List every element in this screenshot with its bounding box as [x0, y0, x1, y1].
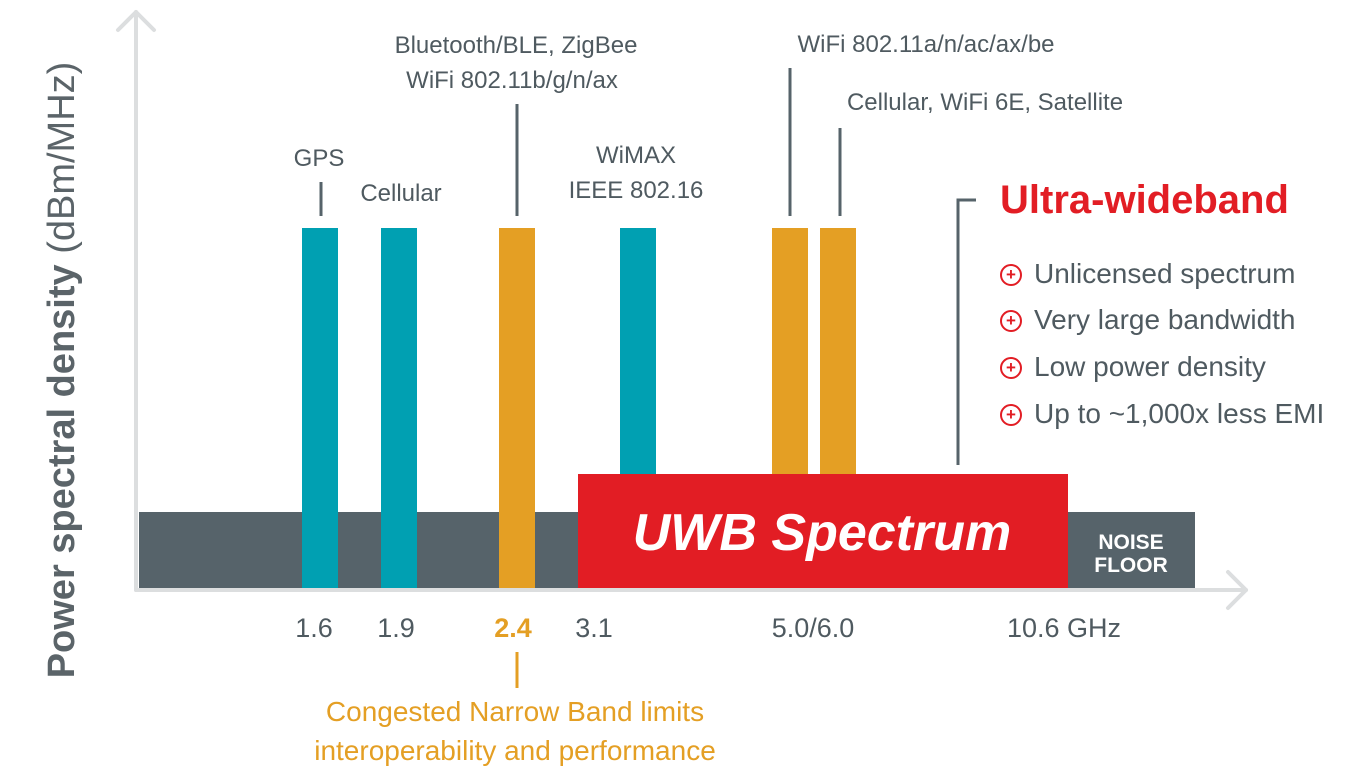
congested-note-line1: Congested Narrow Band limits [325, 696, 705, 727]
band-label-wifi: WiFi 802.11a/n/ac/ax/be [797, 31, 1055, 58]
axes [116, 10, 1248, 610]
x-tick-label: 1.9 [377, 613, 415, 643]
y-axis-label-main: Power spectral density [41, 264, 83, 679]
benefit-text: Unlicensed spectrum [1034, 258, 1296, 289]
band-label-wimax-line2: IEEE 802.16 [568, 177, 704, 204]
noise-floor-line2: FLOOR [1094, 554, 1168, 577]
leader-lines [319, 68, 976, 465]
benefit-item: + Very large bandwidth [1000, 304, 1296, 336]
band-bar-gps [302, 228, 338, 588]
benefit-item: + Low power density [1000, 351, 1266, 383]
plus-circle-icon: + [1000, 357, 1022, 379]
y-axis-label-unit: (dBm/MHz) [41, 61, 83, 254]
band-label-gps: GPS [293, 145, 345, 172]
uwb-spectrum-label: UWB Spectrum [632, 504, 1012, 562]
benefit-item: + Unlicensed spectrum [1000, 258, 1295, 290]
plus-circle-icon: + [1000, 310, 1022, 332]
band-label-bluetooth-line1: Bluetooth/BLE, ZigBee [394, 32, 638, 59]
plus-circle-icon: + [1000, 264, 1022, 286]
band-label-wifi6e: Cellular, WiFi 6E, Satellite [846, 89, 1124, 116]
benefit-item: + Up to ~1,000x less EMI [1000, 398, 1324, 430]
band-bar-cellular [381, 228, 417, 588]
plus-circle-icon: + [1000, 404, 1022, 426]
benefit-text: Low power density [1034, 351, 1266, 382]
x-tick-label: 3.1 [575, 613, 613, 643]
band-label-bluetooth-line2: WiFi 802.11b/g/n/ax [406, 67, 618, 94]
x-axis-arrowhead [1226, 570, 1248, 610]
x-tick-label-highlight: 2.4 [494, 613, 532, 643]
band-bar-bluetooth-wifi [499, 228, 535, 588]
band-label-wimax-line1: WiMAX [596, 142, 676, 169]
x-tick-label: 10.6 GHz [1006, 613, 1122, 643]
benefit-text: Up to ~1,000x less EMI [1034, 398, 1325, 429]
band-label-cellular: Cellular [360, 180, 442, 207]
noise-floor-line1: NOISE [1098, 531, 1164, 554]
benefit-text: Very large bandwidth [1034, 304, 1296, 335]
x-tick-label: 5.0/6.0 [771, 613, 855, 643]
y-axis-label: Power spectral density (dBm/MHz) [41, 61, 83, 679]
y-axis-arrowhead [116, 10, 156, 32]
x-tick-label: 1.6 [295, 613, 333, 643]
noise-floor-label: NOISE FLOOR [1094, 531, 1168, 577]
congested-note-line2: interoperability and performance [314, 735, 716, 766]
uwb-spectrum-box [578, 474, 1068, 588]
uwb-panel-title: Ultra-wideband [1000, 178, 1289, 222]
uwb-bracket [956, 198, 976, 465]
